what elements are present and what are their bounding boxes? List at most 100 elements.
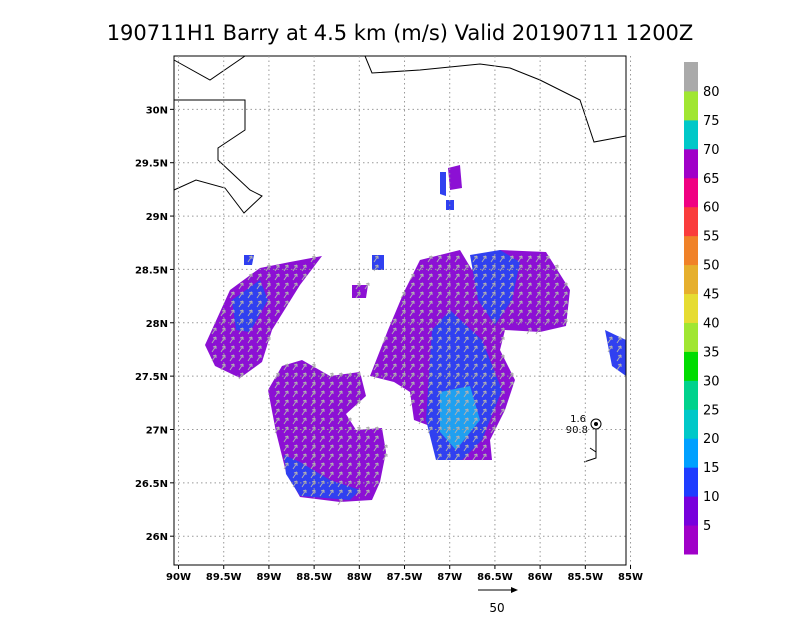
- wind-arrow: [346, 435, 352, 443]
- x-tick-label: 85W: [618, 572, 643, 583]
- x-tick-label: 88W: [347, 572, 372, 583]
- wind-arrow: [517, 318, 523, 326]
- wind-arrow: [436, 273, 442, 281]
- wind-arrow: [310, 363, 316, 371]
- wind-arrow: [553, 309, 559, 317]
- wind-arrow: [229, 345, 235, 353]
- colorbar-label: 55: [703, 230, 720, 245]
- wind-arrow: [238, 345, 244, 353]
- wind-arrow: [391, 372, 397, 380]
- colorbar-label: 10: [703, 490, 720, 505]
- wind-arrow: [373, 264, 379, 272]
- wind-arrow: [283, 435, 289, 443]
- wind-arrow: [436, 390, 442, 398]
- wind-arrow: [382, 336, 388, 344]
- wind-arrow: [301, 264, 307, 272]
- wind-arrow: [481, 273, 487, 281]
- colorbar-label: 5: [703, 519, 711, 534]
- wind-arrow: [247, 363, 253, 371]
- wind-arrow: [301, 372, 307, 380]
- colorbar-segment: [684, 119, 698, 150]
- wind-arrow: [436, 444, 442, 452]
- wind-arrow: [364, 444, 370, 452]
- wind-arrow: [472, 417, 478, 425]
- wind-arrow: [499, 372, 505, 380]
- colorbar-segment: [684, 409, 698, 439]
- wind-arrow: [310, 462, 316, 470]
- wind-arrow: [436, 300, 442, 308]
- colorbar-label: 25: [703, 403, 720, 418]
- colorbar-label: 35: [703, 345, 720, 360]
- wind-arrow: [355, 453, 361, 461]
- wind-arrow: [418, 408, 424, 416]
- storm-label: 90.8: [566, 425, 588, 436]
- wind-arrow: [310, 453, 316, 461]
- wind-arrow: [418, 291, 424, 299]
- wind-arrow: [427, 318, 433, 326]
- wind-arrow: [337, 408, 343, 416]
- wind-arrow: [265, 300, 271, 308]
- wind-arrow: [274, 381, 280, 389]
- wind-arrow: [301, 381, 307, 389]
- y-tick-label: 26N: [146, 532, 168, 543]
- wind-arrow: [427, 300, 433, 308]
- wind-arrow: [337, 462, 343, 470]
- wind-arrow: [499, 282, 505, 290]
- wind-arrow: [499, 399, 505, 407]
- wind-arrow: [382, 453, 388, 461]
- wind-arrow: [274, 264, 280, 272]
- wind-arrow: [481, 372, 487, 380]
- wind-arrow: [301, 408, 307, 416]
- wind-arrow: [229, 327, 235, 335]
- wind-arrow: [472, 354, 478, 362]
- wind-arrow: [337, 453, 343, 461]
- wind-arrow: [220, 327, 226, 335]
- x-tick-label: 86W: [528, 572, 553, 583]
- wind-arrow: [454, 273, 460, 281]
- wind-arrow: [499, 273, 505, 281]
- wind-arrow: [355, 471, 361, 479]
- wind-arrow: [436, 354, 442, 362]
- wind-arrow: [346, 381, 352, 389]
- wind-arrow: [463, 435, 469, 443]
- wind-arrow: [481, 417, 487, 425]
- wind-arrow: [283, 363, 289, 371]
- wind-arrow: [319, 390, 325, 398]
- x-tick-label: 88.5W: [296, 572, 332, 583]
- wind-arrow: [481, 264, 487, 272]
- wind-arrow: [472, 273, 478, 281]
- wind-arrow: [418, 345, 424, 353]
- colorbar-label: 70: [703, 143, 720, 158]
- colorbar-label: 45: [703, 288, 720, 303]
- wind-arrow: [454, 255, 460, 263]
- wind-arrow: [346, 453, 352, 461]
- wind-arrow: [274, 291, 280, 299]
- title: 190711H1 Barry at 4.5 km (m/s) Valid 201…: [107, 21, 694, 45]
- colorbar-segment: [684, 380, 698, 410]
- wind-arrow: [436, 291, 442, 299]
- wind-arrow: [283, 462, 289, 470]
- wind-arrow: [328, 489, 334, 497]
- wind-arrow: [508, 300, 514, 308]
- wind-arrow: [508, 309, 514, 317]
- wind-arrow: [481, 291, 487, 299]
- colorbar-segment: [684, 467, 698, 497]
- wind-arrow: [472, 453, 478, 461]
- colorbar-segment: [684, 438, 698, 468]
- wind-arrow: [283, 273, 289, 281]
- wind-arrow: [310, 435, 316, 443]
- wind-arrow: [418, 327, 424, 335]
- wind-arrow: [247, 318, 253, 326]
- wind-arrow: [553, 291, 559, 299]
- colorbar-segment: [684, 62, 698, 92]
- wind-arrow: [238, 318, 244, 326]
- wind-arrow: [211, 336, 217, 344]
- wind-arrow: [256, 336, 262, 344]
- wind-arrow: [454, 300, 460, 308]
- wind-arrow: [409, 300, 415, 308]
- wind-arrow: [616, 336, 622, 344]
- colorbar-label: 65: [703, 172, 720, 187]
- colorbar-segment: [684, 206, 698, 237]
- wind-arrow: [274, 408, 280, 416]
- wind-arrow: [382, 363, 388, 371]
